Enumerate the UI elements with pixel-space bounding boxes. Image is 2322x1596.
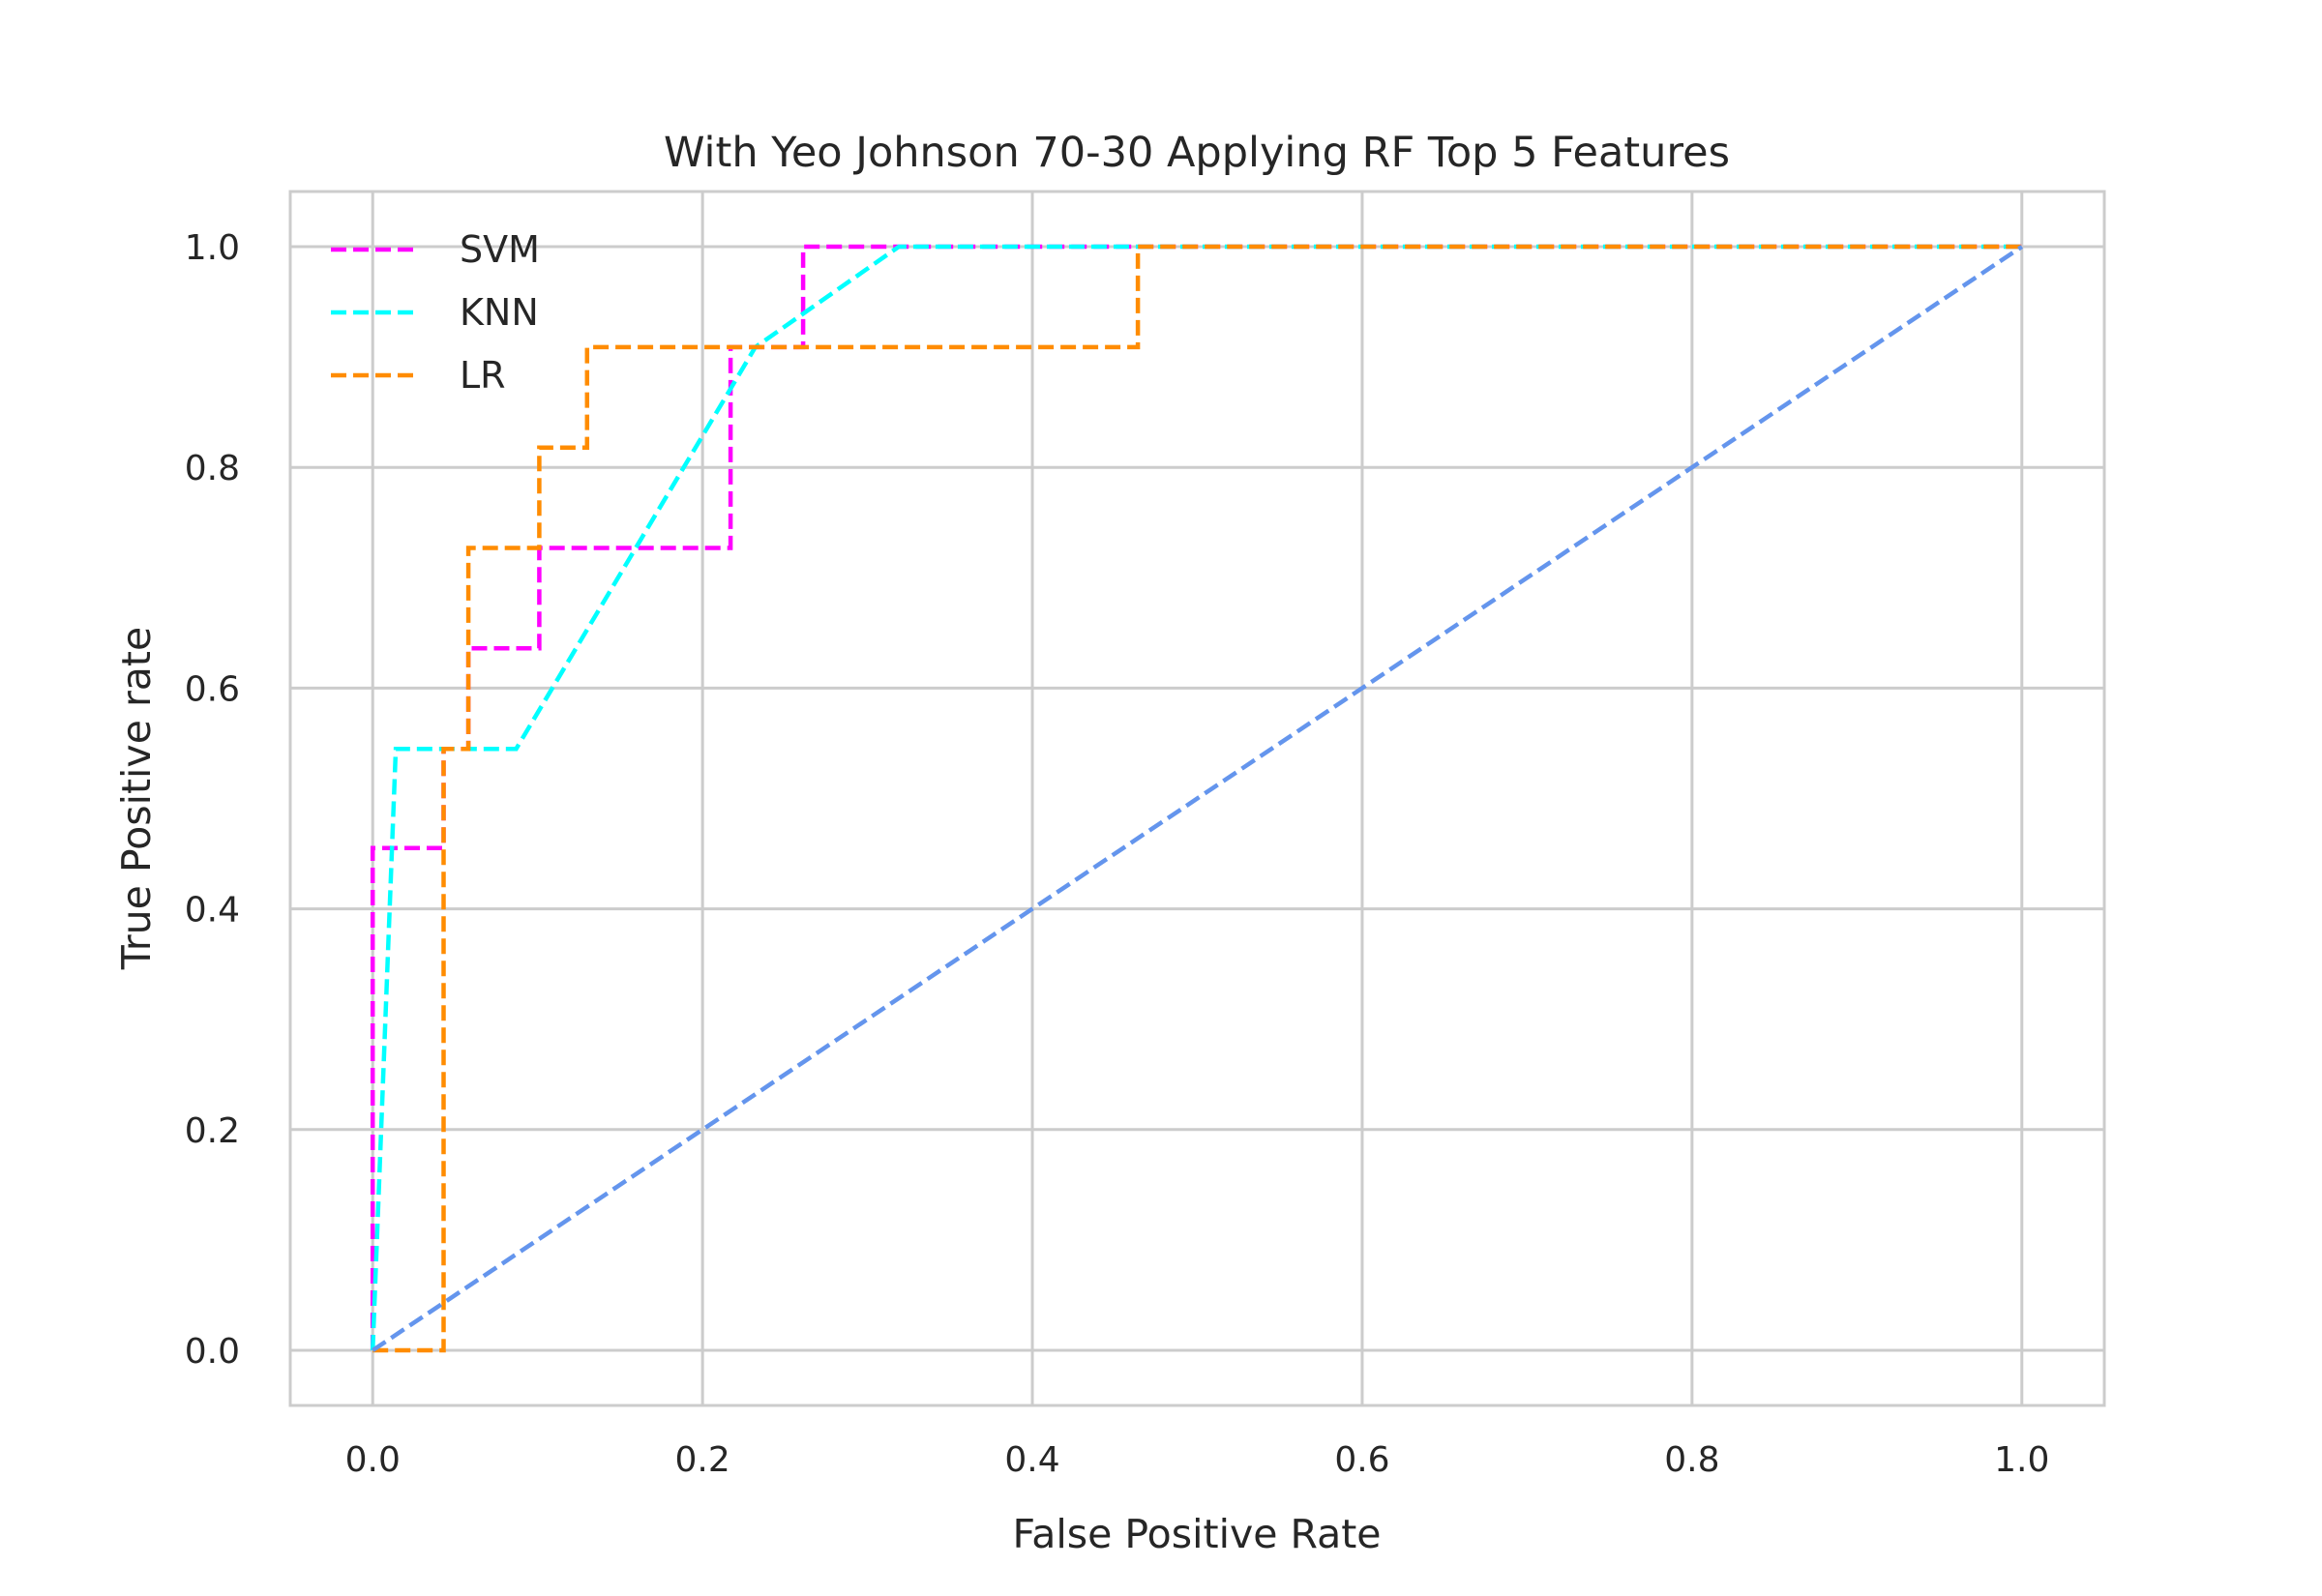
y-tick-label: 0.2 [185, 1111, 240, 1151]
legend-label-svm: SVM [460, 228, 540, 271]
y-tick-label: 0.8 [185, 449, 240, 488]
legend-label-knn: KNN [460, 291, 539, 334]
reference-diagonal-line [371, 245, 2024, 1352]
x-tick-label: 1.0 [1994, 1440, 2049, 1480]
series-line-lr [372, 244, 2022, 1353]
tick-labels: 0.0 0.2 0.4 0.6 0.8 1.0 0.0 0.2 0.4 0.6 0.8 1.0 [185, 228, 2050, 1480]
chart-title: With Yeo Johnson 70-30 Applying RF Top 5… [664, 129, 1730, 177]
series-lines [370, 244, 2024, 1353]
y-tick-label: 1.0 [185, 228, 240, 268]
x-axis-title: False Positive Rate [1012, 1511, 1381, 1557]
y-tick-label: 0.4 [185, 891, 240, 931]
y-tick-label: 0.0 [185, 1332, 240, 1372]
series-line-knn [370, 244, 2022, 1351]
x-tick-label: 0.2 [675, 1440, 730, 1480]
x-tick-label: 0.0 [345, 1440, 401, 1480]
y-tick-label: 0.6 [185, 669, 240, 709]
legend: SVM KNN LR [331, 228, 540, 397]
x-tick-label: 0.4 [1004, 1440, 1059, 1480]
y-axis-title: True Positive rate [113, 627, 160, 971]
plot-frame [288, 190, 2106, 1407]
x-tick-label: 0.6 [1334, 1440, 1389, 1480]
legend-label-lr: LR [460, 354, 506, 397]
x-tick-label: 0.8 [1664, 1440, 1719, 1480]
